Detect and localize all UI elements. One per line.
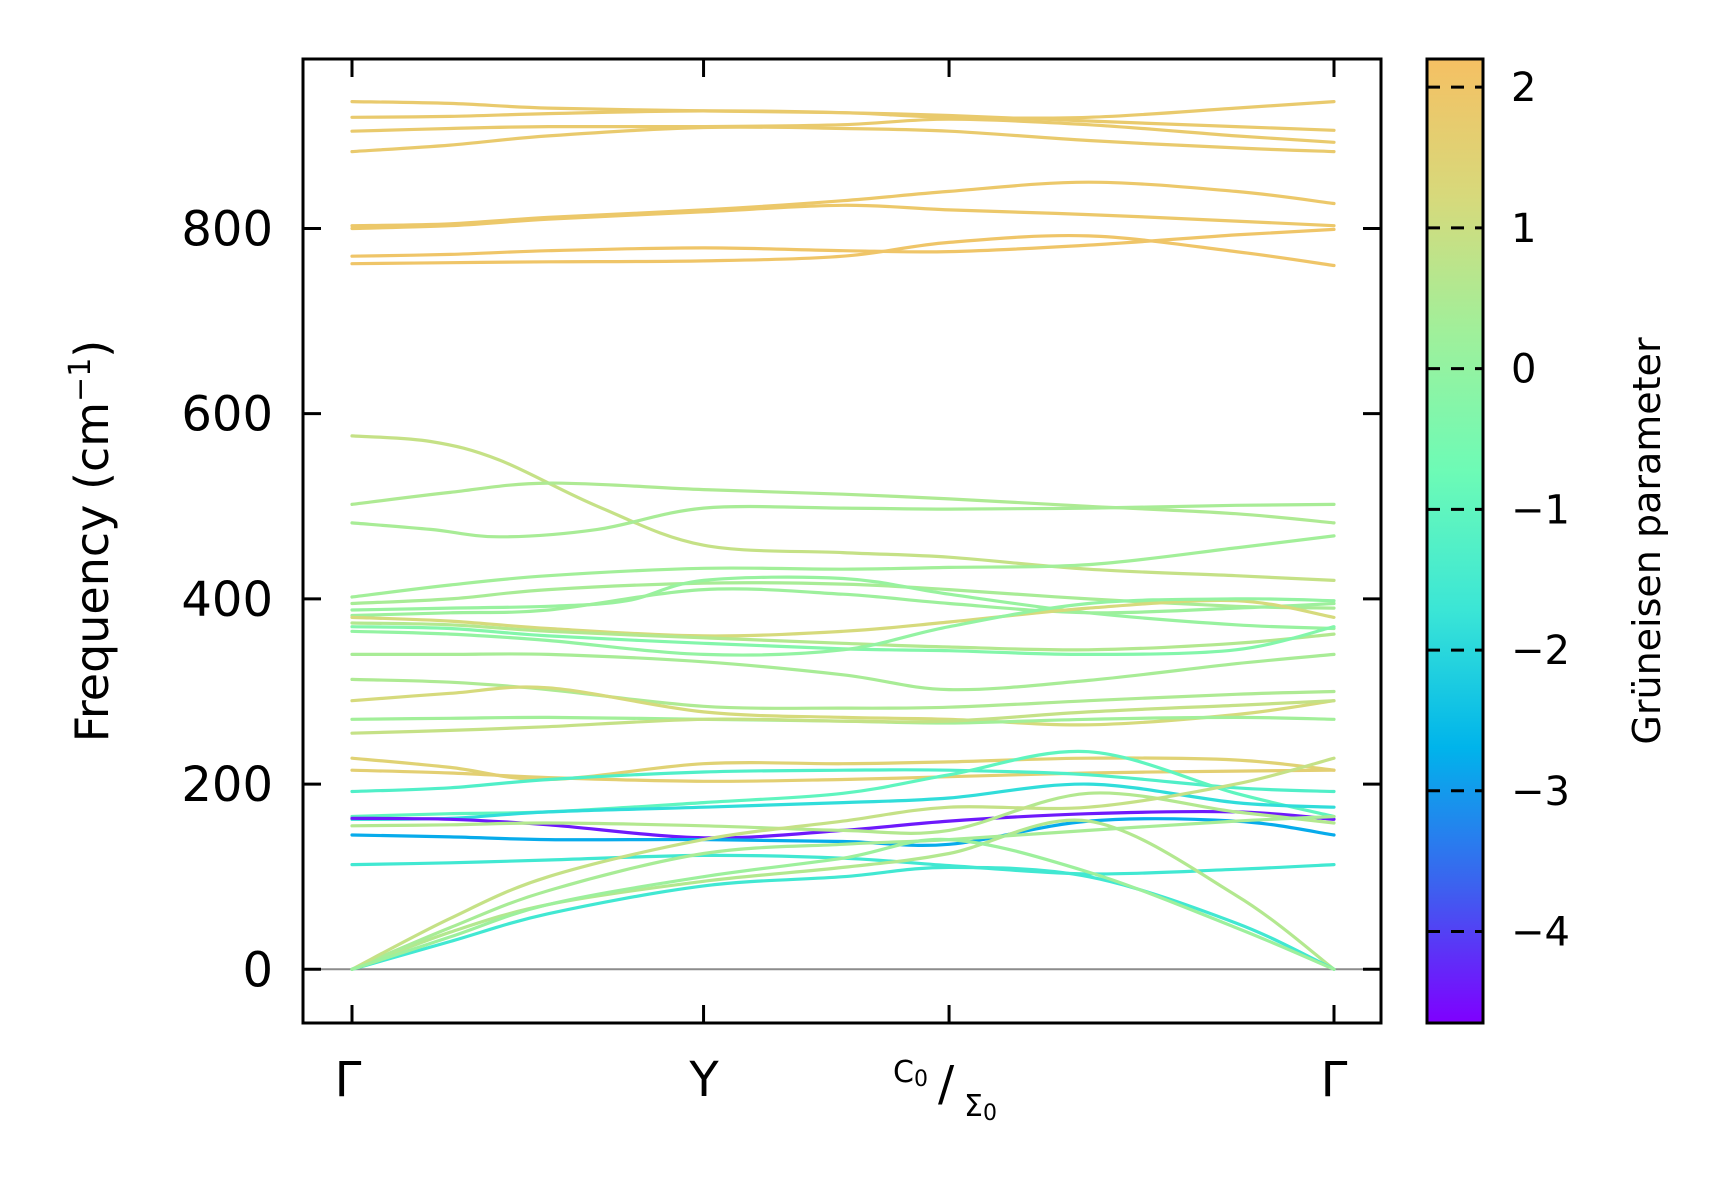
phonon-branch-12 <box>350 534 1336 599</box>
colorbar <box>1425 57 1485 1025</box>
y-tick-label-0: 0 <box>242 942 273 998</box>
colorbar-title: Grüneisen parameter <box>1625 337 1669 745</box>
colorbar-tick-label-2: 0 <box>1511 347 1536 393</box>
colorbar-tick-label-5: −3 <box>1511 769 1570 815</box>
x-label-gamma-end: Γ <box>1321 1052 1348 1108</box>
phonon-branch-7 <box>350 227 1336 258</box>
x-label-c0-sigma0: C0 / Σ0 <box>893 1055 997 1126</box>
phonon-branch-8 <box>350 233 1336 268</box>
phonon-branch-19 <box>350 597 1336 657</box>
phonon-branch-36 <box>350 756 1336 971</box>
y-tick-label-800: 800 <box>181 201 273 257</box>
phonon-branch-21 <box>350 677 1336 710</box>
colorbar-ticks: 2 1 0 −1 −2 −3 −4 <box>1427 65 1570 956</box>
phonon-branch-2 <box>350 100 1336 120</box>
phonon-branch-17 <box>350 621 1336 652</box>
phonon-branch-4 <box>350 125 1336 154</box>
phonon-branch-15 <box>350 587 1336 618</box>
phonon-branch-20 <box>350 652 1336 692</box>
svg-text:C0: C0 <box>893 1055 928 1092</box>
phonon-branch-31 <box>350 817 1336 847</box>
phonon-branch-37 <box>350 865 1336 971</box>
y-tick-label-600: 600 <box>181 387 273 443</box>
colorbar-tick-label-6: −4 <box>1511 910 1570 956</box>
phonon-branch-3 <box>350 117 1336 144</box>
x-label-y: Y <box>688 1052 719 1108</box>
phonon-branch-26 <box>350 768 1336 783</box>
phonon-branch-10 <box>350 481 1336 525</box>
y-axis-title: Frequency (cm−1) <box>63 340 119 743</box>
plot-area <box>303 100 1381 971</box>
x-label-gamma-start: Γ <box>335 1052 362 1108</box>
phonon-branch-11 <box>350 502 1336 539</box>
svg-text:/: / <box>938 1056 955 1112</box>
y-tick-label-400: 400 <box>181 572 273 628</box>
y-tick-labels: 0 200 400 600 800 <box>181 201 273 998</box>
colorbar-tick-label-3: −1 <box>1511 487 1570 533</box>
plot-frame <box>301 57 1383 1025</box>
phonon-branch-13 <box>350 581 1336 610</box>
phonon-branch-35 <box>350 814 1336 971</box>
colorbar-tick-label-0: 2 <box>1511 65 1536 111</box>
svg-text:Σ0: Σ0 <box>964 1089 997 1126</box>
colorbar-tick-label-1: 1 <box>1511 206 1536 252</box>
phonon-branch-5 <box>350 180 1336 228</box>
phonon-branch-38 <box>350 837 1336 971</box>
phonon-branch-9 <box>350 434 1336 582</box>
y-tick-label-200: 200 <box>181 757 273 813</box>
phonon-branch-14 <box>350 575 1336 631</box>
phonon-branch-6 <box>350 203 1336 231</box>
phonon-branch-29 <box>350 782 1336 821</box>
phonon-branch-24 <box>350 699 1336 735</box>
phonon-branch-27 <box>350 768 1336 794</box>
phonon-branch-28 <box>350 749 1336 819</box>
phonon-branch-32 <box>350 791 1336 835</box>
phonon-branch-34 <box>350 818 1336 971</box>
phonon-branch-16 <box>350 598 1336 638</box>
colorbar-tick-label-4: −2 <box>1511 628 1570 674</box>
phonon-branches <box>350 100 1336 971</box>
axis-ticks <box>303 59 1381 1023</box>
phonon-branch-22 <box>350 685 1336 727</box>
